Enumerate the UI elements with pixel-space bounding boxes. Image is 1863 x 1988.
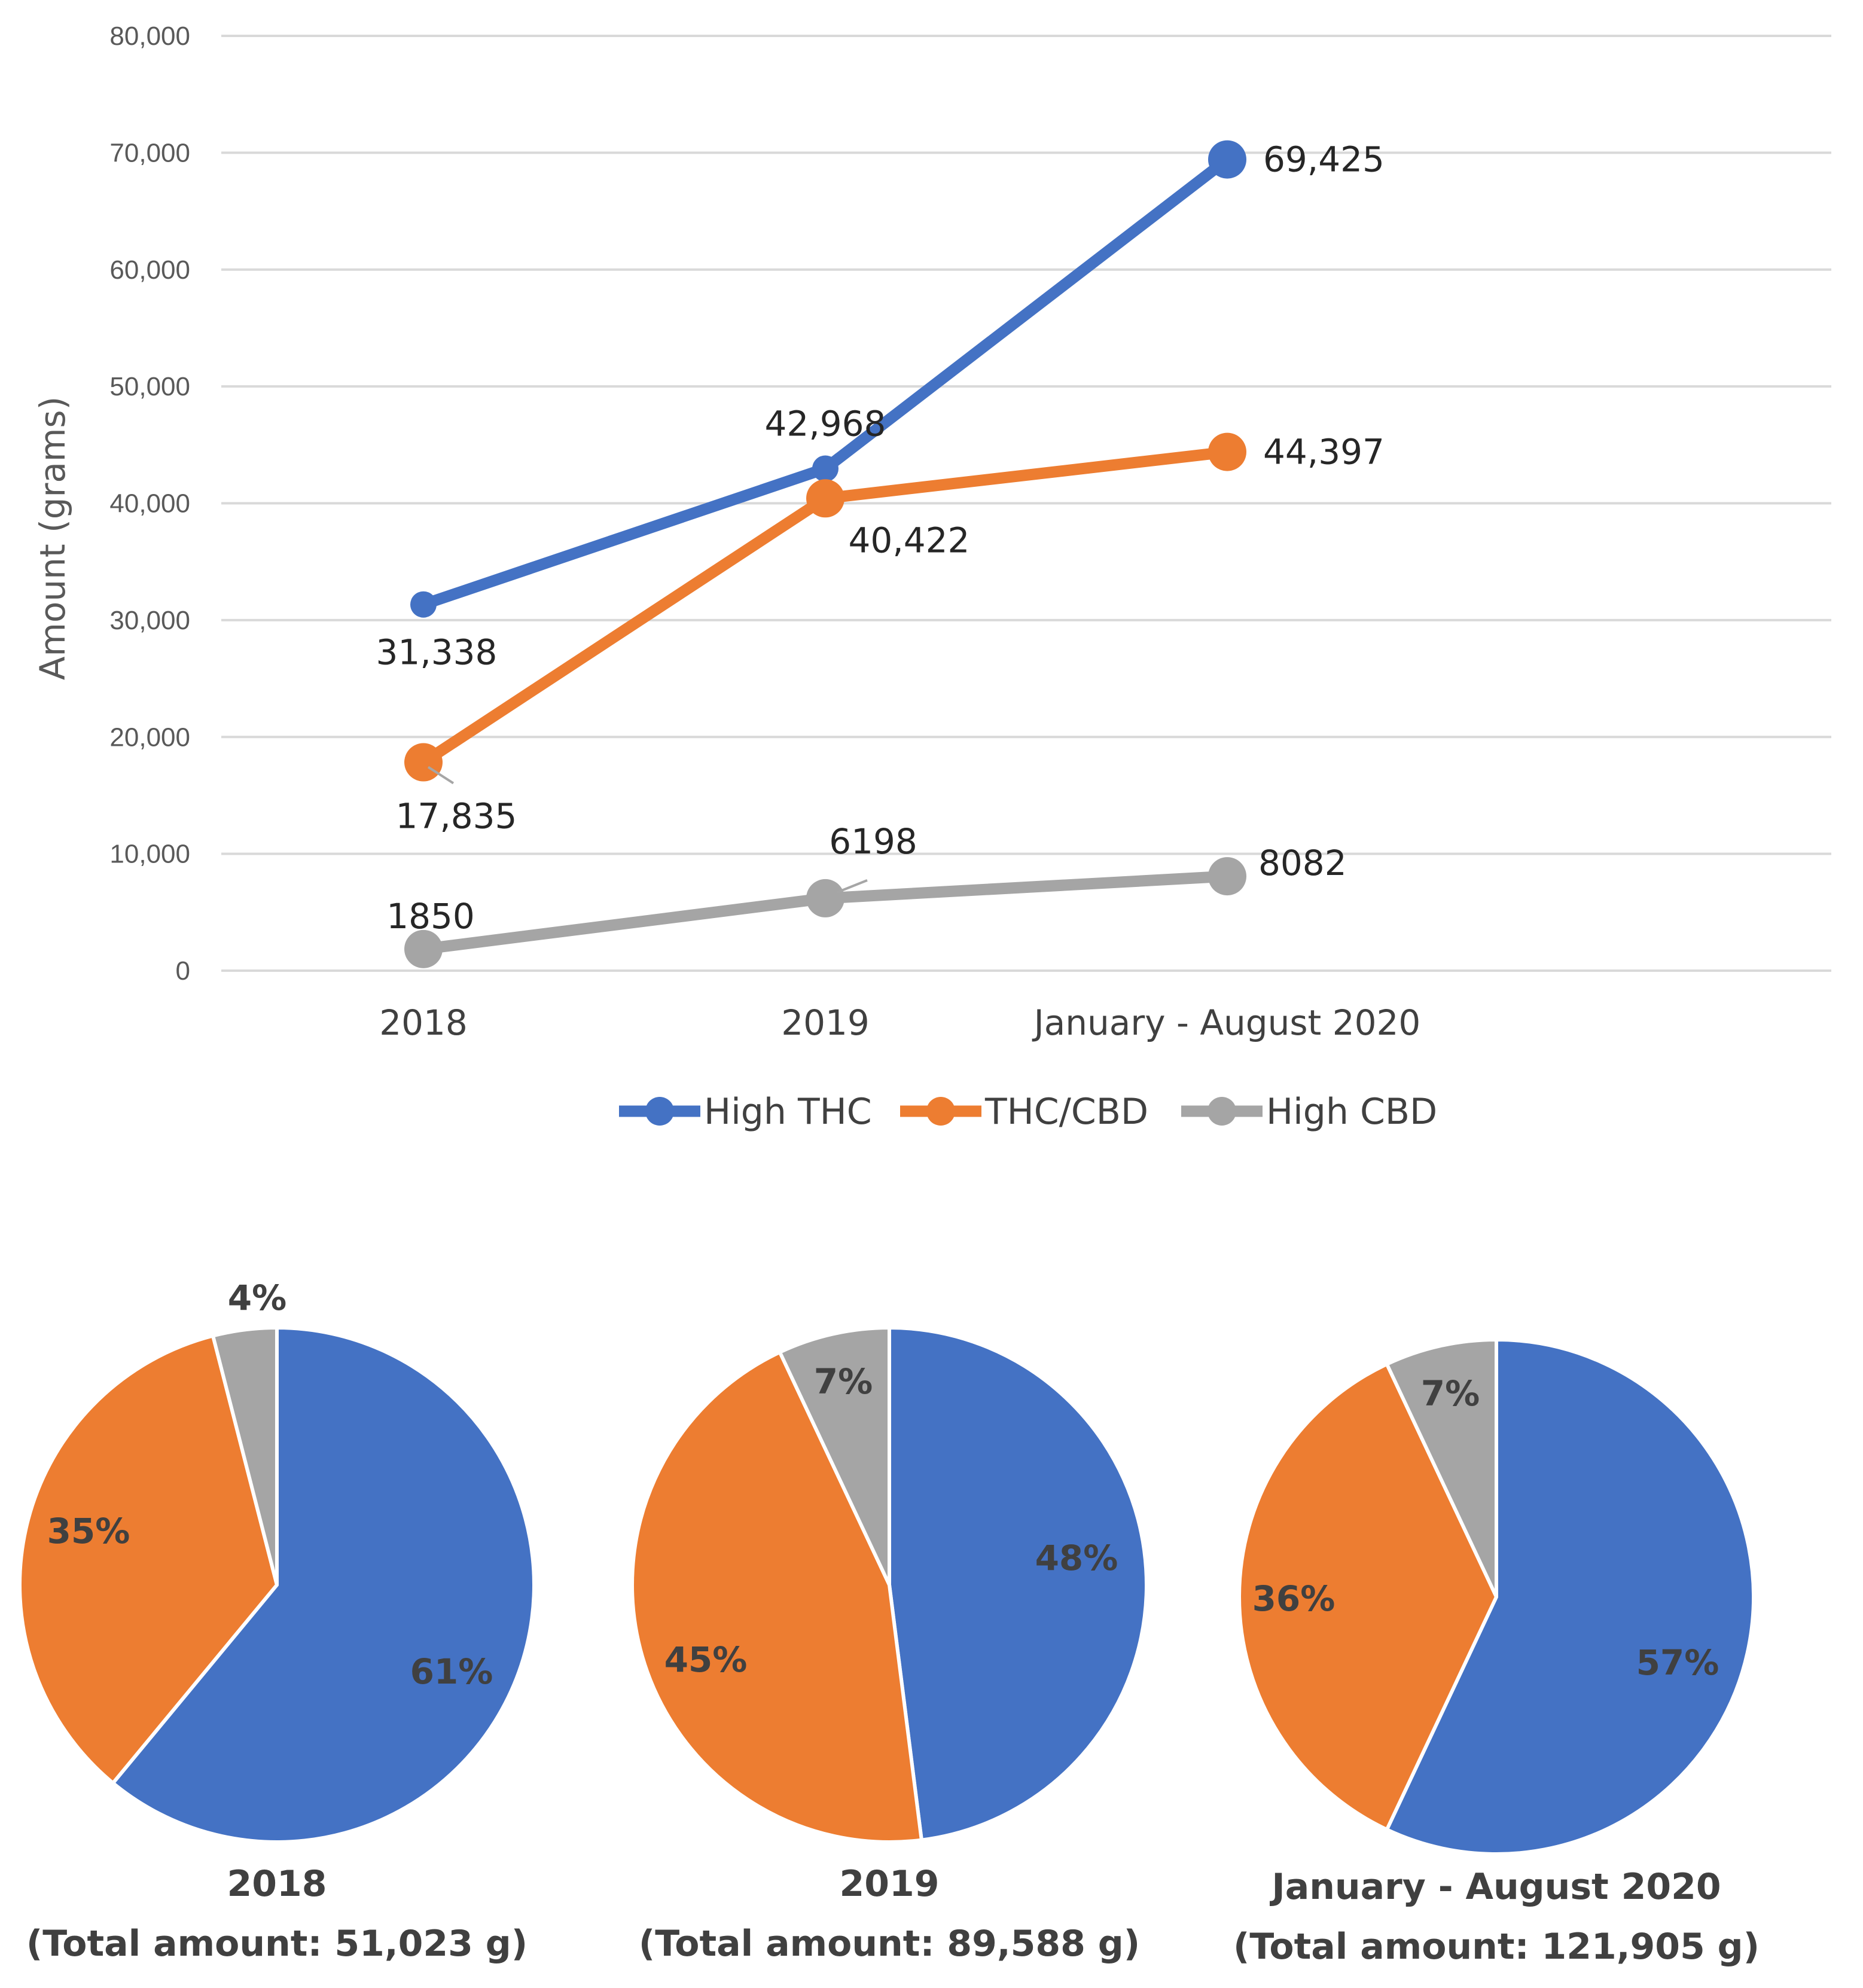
pie-slice-label: 35% <box>47 1511 130 1551</box>
pie-slice-high-thc <box>888 1326 1148 1842</box>
data-point <box>404 743 443 782</box>
data-label: 8082 <box>1258 843 1347 883</box>
y-tick-label: 0 <box>176 956 190 986</box>
legend-marker <box>926 1097 955 1126</box>
series-high-cbd: 1850 6198 8082 <box>386 821 1347 968</box>
x-tick-label: 2018 <box>379 1002 468 1043</box>
legend-marker <box>645 1097 674 1126</box>
pie-slice-high-cbd <box>777 1326 891 1587</box>
leader-line <box>837 879 868 894</box>
pie-slice-label: 36% <box>1252 1578 1335 1619</box>
x-tick-labels: 2018 2019 January - August 2020 <box>379 1002 1420 1043</box>
data-point <box>1208 432 1246 471</box>
pie-slice-label: 7% <box>1421 1373 1480 1414</box>
data-label: 44,397 <box>1263 432 1385 472</box>
data-point <box>806 479 844 518</box>
pie-charts: 61%35%4%2018(Total amount: 51,023 g)48%4… <box>18 1277 1760 1968</box>
y-tick-label: 50,000 <box>109 372 190 401</box>
y-tick-label: 60,000 <box>109 255 190 285</box>
pie-slice-thc-cbd <box>1237 1362 1498 1832</box>
y-tick-label: 80,000 <box>109 22 190 51</box>
y-tick-label: 30,000 <box>109 606 190 635</box>
pie-slice-label: 7% <box>814 1361 873 1402</box>
pie-slice-thc-cbd <box>18 1334 279 1785</box>
data-label: 69,425 <box>1263 139 1385 180</box>
legend-label: High CBD <box>1266 1091 1437 1133</box>
data-label: 40,422 <box>849 520 970 560</box>
data-point <box>404 929 443 968</box>
data-point <box>1208 857 1246 896</box>
data-label: 31,338 <box>376 632 498 673</box>
legend-item-high-thc[interactable]: High THC <box>619 1091 872 1133</box>
pie-subtitle: (Total amount: 121,905 g) <box>1233 1926 1760 1968</box>
pie-slice-label: 45% <box>664 1639 748 1680</box>
line-chart: 0 10,000 20,000 30,000 40,000 50,000 60,000 70,… <box>32 22 1831 1133</box>
pie-slice-label: 61% <box>410 1651 493 1692</box>
legend-item-thc-cbd[interactable]: THC/CBD <box>900 1091 1148 1133</box>
y-tick-labels: 0 10,000 20,000 30,000 40,000 50,000 60,000 70,… <box>109 22 190 986</box>
pie-title: January - August 2020 <box>1269 1866 1721 1908</box>
legend[interactable]: High THC THC/CBD High CBD <box>619 1091 1437 1133</box>
pie-slice-high-thc <box>1385 1338 1755 1856</box>
pie-chart-1: 61% 35% 4% 2018 (Total amount: 51,023 g) <box>18 1277 536 1965</box>
x-tick-label: 2019 <box>781 1002 870 1043</box>
pie-title: 2019 <box>840 1863 940 1905</box>
gridlines <box>221 35 1831 972</box>
pie-slice-high-thc <box>111 1326 536 1844</box>
pie-chart-2: 48% 45% 7% 2019 (Total amount: 89,588 g) <box>630 1326 1148 1965</box>
series-lines: 31,338 42,968 69,425 17,835 40,422 44,397 1850… <box>376 139 1385 968</box>
data-point <box>1208 140 1246 179</box>
y-tick-label: 40,000 <box>109 489 190 519</box>
pie-slice-high-cbd <box>1385 1338 1498 1599</box>
pie-subtitle: (Total amount: 51,023 g) <box>26 1923 528 1965</box>
x-tick-label: January - August 2020 <box>1032 1002 1421 1043</box>
data-label: 17,835 <box>396 796 517 837</box>
pie-slice-label: 4% <box>228 1277 286 1318</box>
legend-item-high-cbd[interactable]: High CBD <box>1181 1091 1437 1133</box>
pie-chart-3: 57% 36% 7% January - August 2020 (Total amou… <box>1233 1338 1760 1968</box>
legend-marker <box>1208 1097 1236 1126</box>
pie-title: 2018 <box>227 1863 327 1905</box>
data-label: 6198 <box>829 821 917 862</box>
data-point <box>812 455 838 482</box>
data-label: 42,968 <box>765 404 886 444</box>
series-line <box>417 154 1233 611</box>
data-point <box>410 591 437 618</box>
y-axis-label: Amount (grams) <box>32 397 73 681</box>
pie-slice-high-cbd <box>211 1326 279 1587</box>
series-thc-cbd: 17,835 40,422 44,397 <box>396 432 1385 837</box>
legend-label: THC/CBD <box>984 1091 1148 1133</box>
data-label: 1850 <box>386 896 475 937</box>
y-tick-label: 20,000 <box>109 722 190 752</box>
pie-slice-label: 48% <box>1035 1538 1118 1578</box>
legend-label: High THC <box>704 1091 872 1133</box>
y-tick-label: 70,000 <box>109 138 190 167</box>
y-tick-label: 10,000 <box>109 840 190 869</box>
pie-slice-label: 57% <box>1636 1642 1719 1683</box>
pie-slice-thc-cbd <box>630 1350 923 1844</box>
leader-line <box>427 766 455 785</box>
series-high-thc: 31,338 42,968 69,425 <box>376 139 1385 673</box>
pie-subtitle: (Total amount: 89,588 g) <box>639 1923 1140 1965</box>
data-point <box>806 879 844 917</box>
